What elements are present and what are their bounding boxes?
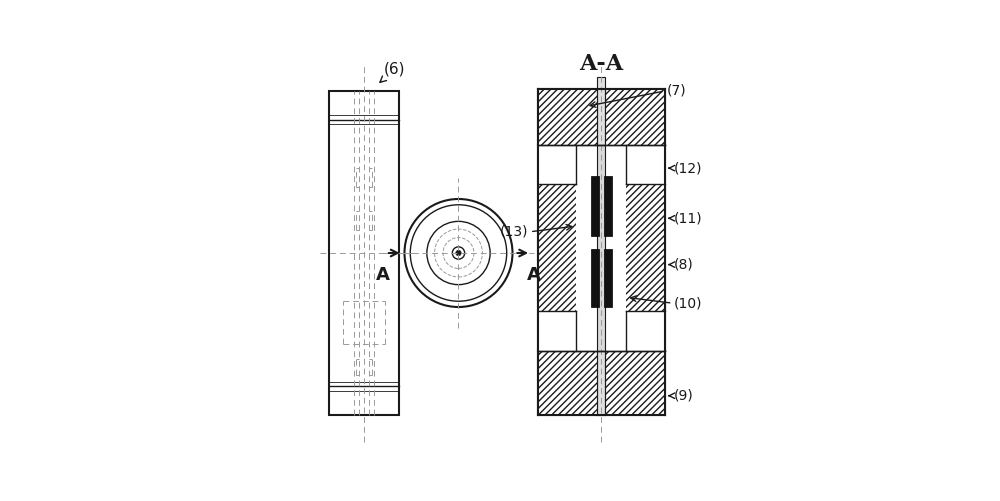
Text: (12): (12) xyxy=(674,161,702,175)
Bar xyxy=(591,249,599,307)
Bar xyxy=(604,249,612,307)
Bar xyxy=(538,351,665,415)
Text: A: A xyxy=(527,266,541,284)
Bar xyxy=(626,311,665,351)
Text: (8): (8) xyxy=(674,258,694,272)
Text: A: A xyxy=(376,266,390,284)
Bar xyxy=(538,89,665,145)
Text: (6): (6) xyxy=(380,62,406,82)
Bar xyxy=(538,145,576,183)
Bar xyxy=(576,145,626,351)
Text: (11): (11) xyxy=(674,211,702,225)
Text: (9): (9) xyxy=(674,389,694,403)
Text: (7): (7) xyxy=(667,84,686,98)
Bar xyxy=(597,78,605,145)
Bar xyxy=(597,145,605,351)
Text: (10): (10) xyxy=(674,296,702,310)
Bar xyxy=(626,145,665,351)
Bar xyxy=(538,89,665,415)
Circle shape xyxy=(456,250,461,256)
Bar xyxy=(538,311,576,351)
Text: A-A: A-A xyxy=(579,53,623,75)
Bar xyxy=(604,176,612,235)
Text: (13): (13) xyxy=(499,225,528,239)
Bar xyxy=(591,176,599,235)
Bar xyxy=(626,145,665,183)
Bar xyxy=(538,145,576,351)
Bar xyxy=(597,350,605,415)
